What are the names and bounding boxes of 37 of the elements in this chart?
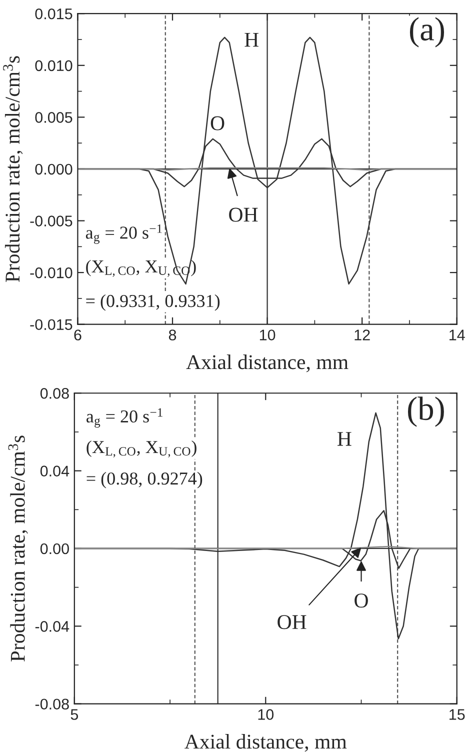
annotation: H xyxy=(244,32,259,47)
x-axis-title: Axial distance, mm xyxy=(184,734,347,752)
y-tick-label: -0.04 xyxy=(35,621,70,632)
y-tick-label: 0.015 xyxy=(35,8,72,20)
annotation: a$_{g}$ = 20 s$^{−1}$ xyxy=(86,408,162,428)
annotation: = (0.9331, 0.9331) xyxy=(86,294,220,311)
annotation: (b) xyxy=(408,396,444,427)
annotation: H xyxy=(338,432,352,446)
y-tick-label: 0.08 xyxy=(40,388,69,399)
annotation: O xyxy=(354,594,368,608)
annotation: = (0.98, 0.9274) xyxy=(86,472,202,488)
y-tick-label: -0.015 xyxy=(30,319,72,330)
y-tick-label: 0.000 xyxy=(35,164,72,175)
y-tick-label: 0.010 xyxy=(35,60,72,72)
y-tick-label: -0.005 xyxy=(30,216,72,226)
x-tick-label: 15 xyxy=(450,709,465,720)
annotation: OH xyxy=(278,615,306,630)
x-tick-label: 10 xyxy=(260,330,276,340)
y-tick-label: 0.04 xyxy=(40,466,70,476)
annotation: a$_{g}$ = 20 s$^{−1}$ xyxy=(86,224,162,244)
x-axis-title: Axial distance, mm xyxy=(186,354,348,372)
y-axis-title: Production rate, mole/cm$^{3}$s xyxy=(3,56,23,282)
x-tick-label: 8 xyxy=(168,330,176,340)
y-axis-title: Production rate, mole/cm$^{3}$s xyxy=(8,436,28,662)
y-tick-label: 0.005 xyxy=(35,112,72,123)
y-tick-label: -0.08 xyxy=(35,698,69,710)
annotation: (X$_{L,CO}$, X$_{U,CO}$) xyxy=(86,440,196,458)
annotation: (a) xyxy=(410,17,444,48)
x-tick-label: 5 xyxy=(70,709,78,720)
x-tick-label: 12 xyxy=(354,330,370,340)
x-tick-label: 10 xyxy=(258,709,274,720)
annotation: OH xyxy=(229,208,258,222)
x-tick-label: 6 xyxy=(74,330,82,340)
annotation: O xyxy=(210,116,224,130)
y-tick-label: 0.00 xyxy=(40,543,69,554)
x-tick-label: 14 xyxy=(450,330,465,340)
y-tick-label: -0.010 xyxy=(30,267,72,278)
